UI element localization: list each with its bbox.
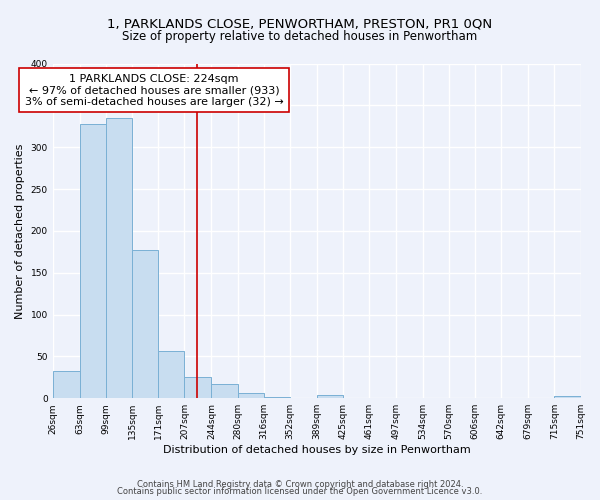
X-axis label: Distribution of detached houses by size in Penwortham: Distribution of detached houses by size … (163, 445, 470, 455)
Text: Size of property relative to detached houses in Penwortham: Size of property relative to detached ho… (122, 30, 478, 43)
Text: Contains HM Land Registry data © Crown copyright and database right 2024.: Contains HM Land Registry data © Crown c… (137, 480, 463, 489)
Y-axis label: Number of detached properties: Number of detached properties (15, 143, 25, 318)
Bar (53, 370, 80, 398)
Bar (554, 396, 581, 398)
Bar (132, 250, 158, 398)
Bar (238, 393, 264, 398)
Bar (184, 378, 211, 398)
Bar (211, 384, 238, 398)
Text: 1, PARKLANDS CLOSE, PENWORTHAM, PRESTON, PR1 0QN: 1, PARKLANDS CLOSE, PENWORTHAM, PRESTON,… (107, 18, 493, 30)
Bar (106, 118, 132, 398)
Bar (317, 395, 343, 398)
Text: Contains public sector information licensed under the Open Government Licence v3: Contains public sector information licen… (118, 487, 482, 496)
Bar (80, 124, 106, 398)
Bar (158, 352, 184, 398)
Text: 1 PARKLANDS CLOSE: 224sqm
← 97% of detached houses are smaller (933)
3% of semi-: 1 PARKLANDS CLOSE: 224sqm ← 97% of detac… (25, 74, 284, 106)
